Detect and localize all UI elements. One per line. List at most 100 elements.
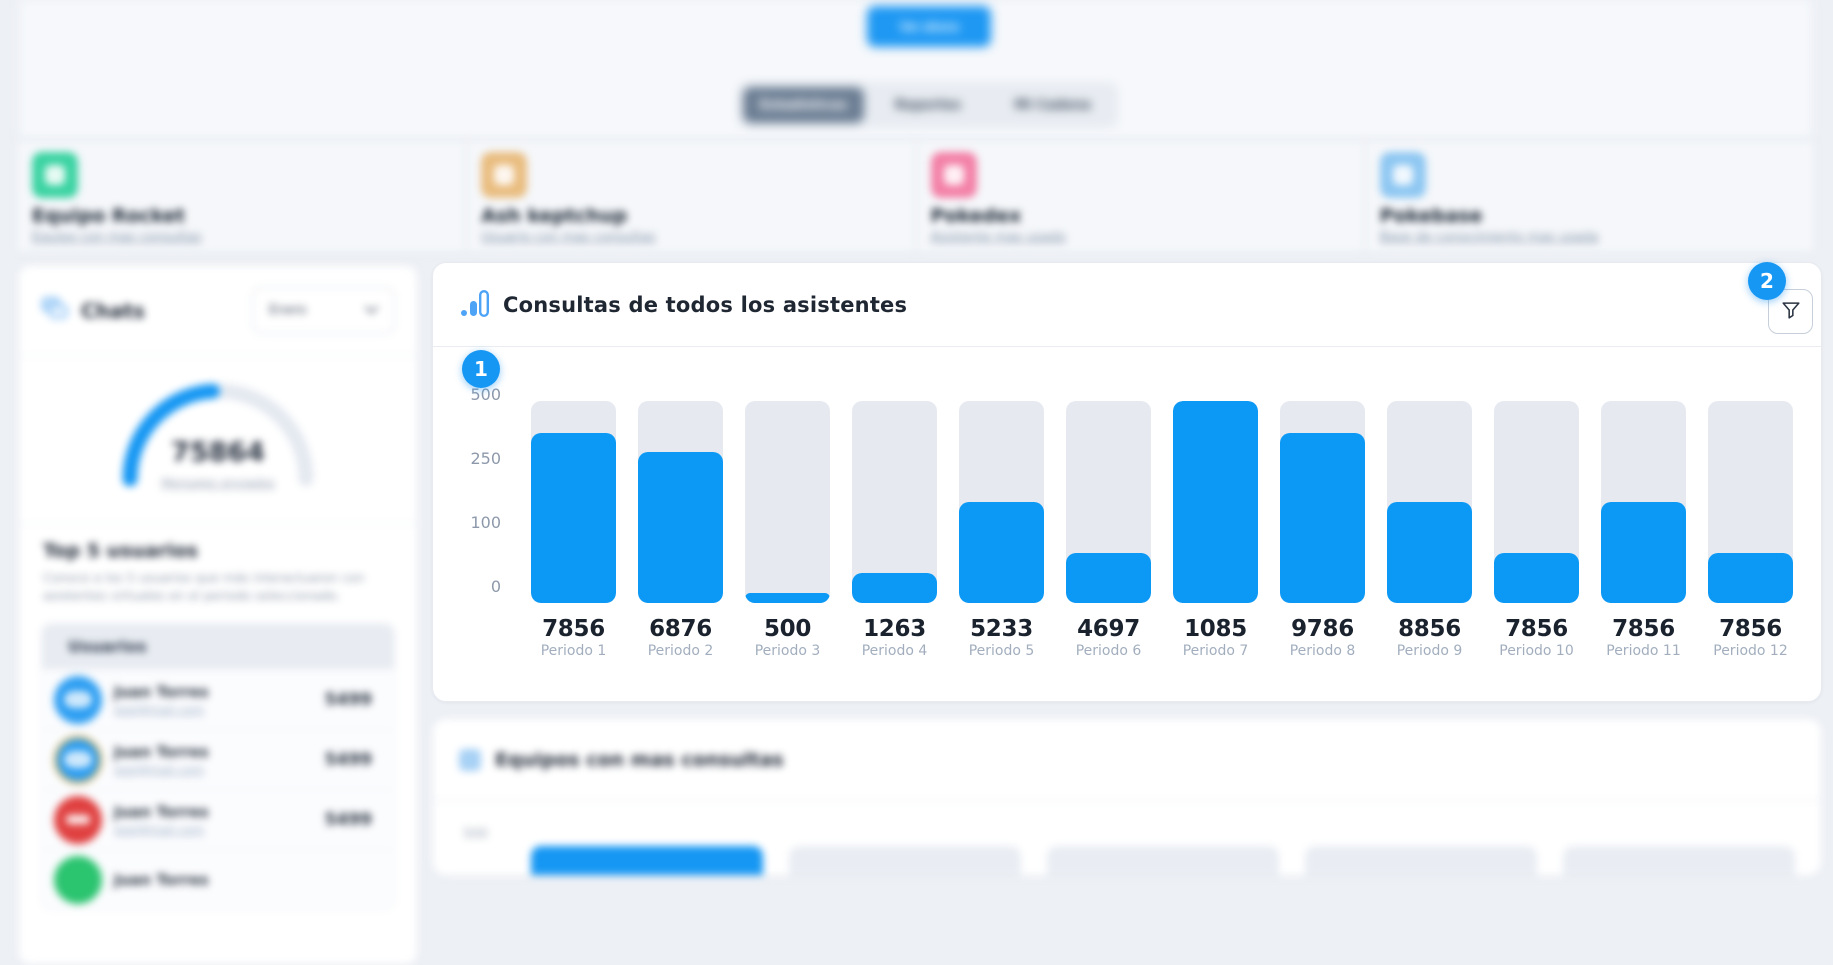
user-info: Juan Torres test@mail.com [114, 803, 209, 837]
consultas-chart-card: Consultas de todos los asistentes 500 250… [432, 262, 1822, 702]
stat-card-subtitle: Asistente mas usado [930, 230, 1066, 245]
team-bar [1047, 846, 1279, 875]
teams-bars [531, 846, 1795, 875]
user-row[interactable]: Juan Torres test@mail.com 5499 [42, 729, 394, 789]
pokedex-icon [930, 152, 977, 198]
stat-card-title: Pokedex [930, 205, 1022, 227]
bar-category-label: Periodo 1 [540, 643, 607, 659]
user-row[interactable]: Juan Torres test@mail.com 5499 [42, 669, 394, 729]
bar-fill [1494, 552, 1579, 603]
team-bar [531, 846, 763, 875]
bar-track [1066, 401, 1151, 603]
top5-section: Top 5 usuarios Conoce a los 5 usuarios q… [19, 524, 417, 623]
bar-column: 6876 Periodo 2 [638, 401, 723, 659]
bar-fill [1708, 552, 1793, 603]
bar-value-label: 7856 [1612, 616, 1675, 642]
annotation-marker-2: 2 [1748, 262, 1786, 300]
user-name: Juan Torres [114, 870, 209, 889]
bar-value-label: 9786 [1291, 616, 1354, 642]
stat-card-subtitle: Base de conocimiento mas usada [1379, 230, 1599, 245]
bar-category-label: Periodo 4 [861, 643, 928, 659]
user-info: Juan Torres [114, 871, 209, 889]
stat-card-pokebase[interactable]: Pokebase Base de conocimiento mas usada [1365, 141, 1813, 252]
y-tick-label: 100 [470, 513, 501, 532]
bar-track [1387, 401, 1472, 603]
teams-card-header: Equipos con mas consultas [433, 719, 1821, 801]
bar-category-label: Periodo 3 [754, 643, 821, 659]
bar-track [1494, 401, 1579, 603]
bar-category-label: Periodo 5 [968, 643, 1035, 659]
tab-mi-cadena[interactable]: Mi Cadena [992, 87, 1113, 123]
chats-sidebar-card: Chats Enero 75864 Mensajes enviados Top … [18, 265, 418, 965]
bar-value-label: 500 [763, 616, 812, 642]
annotation-marker-1: 1 [462, 350, 500, 388]
bar-track [1601, 401, 1686, 603]
bar-value-label: 7856 [1719, 616, 1782, 642]
bar-track [638, 401, 723, 603]
bar-fill [852, 572, 937, 603]
stat-card-equipo-rocket[interactable]: Equipo Rocket Equipo con mas consultas [18, 141, 466, 252]
user-avatar [54, 675, 102, 724]
gauge-value: 75864 [171, 437, 265, 468]
bar-column: 7856 Periodo 1 [531, 401, 616, 659]
bar-fill [1173, 401, 1258, 603]
badge-icon [66, 815, 90, 824]
ver-ahora-button[interactable]: Ver ahora [867, 6, 991, 47]
bar-column: 8856 Periodo 9 [1387, 401, 1472, 659]
messages-gauge: 75864 Mensajes enviados [19, 356, 417, 524]
bar-column: 4697 Periodo 6 [1066, 401, 1151, 659]
bar-column: 7856 Periodo 10 [1494, 401, 1579, 659]
bar-track [531, 401, 616, 603]
bar-category-label: Periodo 11 [1606, 643, 1681, 659]
gauge-label: Mensajes enviados [161, 476, 275, 490]
bar-track [745, 401, 830, 603]
user-name: Juan Torres [114, 742, 209, 761]
tab-reportes[interactable]: Reportes [868, 87, 989, 123]
stat-card-ash-keptchup[interactable]: Ash keptchup Usuario con mas consultas [467, 141, 915, 252]
stat-cards-row: Equipo Rocket Equipo con mas consultas Ash… [18, 140, 1813, 253]
bar-column: 1085 Periodo 7 [1173, 401, 1258, 659]
teams-y-tick-label: 500 [463, 827, 488, 842]
user-email: test@mail.com [114, 822, 205, 837]
period-select-value: Enero [269, 303, 307, 318]
y-tick-label: 0 [490, 577, 501, 596]
stat-card-subtitle: Usuario con mas consultas [481, 230, 656, 245]
bar-category-label: Periodo 10 [1499, 643, 1574, 659]
database-icon [1379, 152, 1426, 198]
user-chat-count: 5499 [324, 809, 372, 830]
trainer-icon [481, 152, 528, 198]
user-row[interactable]: Juan Torres test@mail.com 5499 [42, 789, 394, 849]
user-name: Juan Torres [114, 802, 209, 821]
user-row[interactable]: Juan Torres [42, 849, 394, 909]
stat-card-pokedex[interactable]: Pokedex Asistente mas usado [916, 141, 1364, 252]
stat-card-title: Ash keptchup [481, 205, 628, 227]
user-avatar [54, 735, 102, 784]
bar-chart-icon [459, 288, 490, 322]
user-info: Juan Torres test@mail.com [114, 683, 209, 717]
period-select[interactable]: Enero [252, 287, 395, 334]
bar-track [959, 401, 1044, 603]
chat-icon [41, 296, 69, 326]
bar-column: 5233 Periodo 5 [959, 401, 1044, 659]
bar-column: 1263 Periodo 4 [852, 401, 937, 659]
user-chat-count: 5499 [324, 749, 372, 770]
bar-fill [1601, 502, 1686, 603]
tab-estadisticas[interactable]: Estadísticas [743, 87, 864, 123]
user-avatar [54, 855, 102, 904]
team-bar [1563, 846, 1795, 875]
filter-icon [1780, 299, 1802, 324]
teams-card-title: Equipos con mas consultas [495, 748, 784, 771]
team-bar [1305, 846, 1537, 875]
chart-card-header: Consultas de todos los asistentes [433, 263, 1821, 347]
bar-category-label: Periodo 6 [1075, 643, 1142, 659]
bar-value-label: 4697 [1077, 616, 1140, 642]
bar-value-label: 6876 [649, 616, 712, 642]
robot-face-icon [65, 752, 91, 767]
user-info: Juan Torres test@mail.com [114, 743, 209, 777]
sidebar-title: Chats [81, 298, 145, 323]
bar-column: 7856 Periodo 12 [1708, 401, 1793, 659]
bar-category-label: Periodo 7 [1182, 643, 1249, 659]
user-email: test@mail.com [114, 702, 205, 717]
bar-value-label: 8856 [1398, 616, 1461, 642]
team-icon [32, 152, 78, 198]
